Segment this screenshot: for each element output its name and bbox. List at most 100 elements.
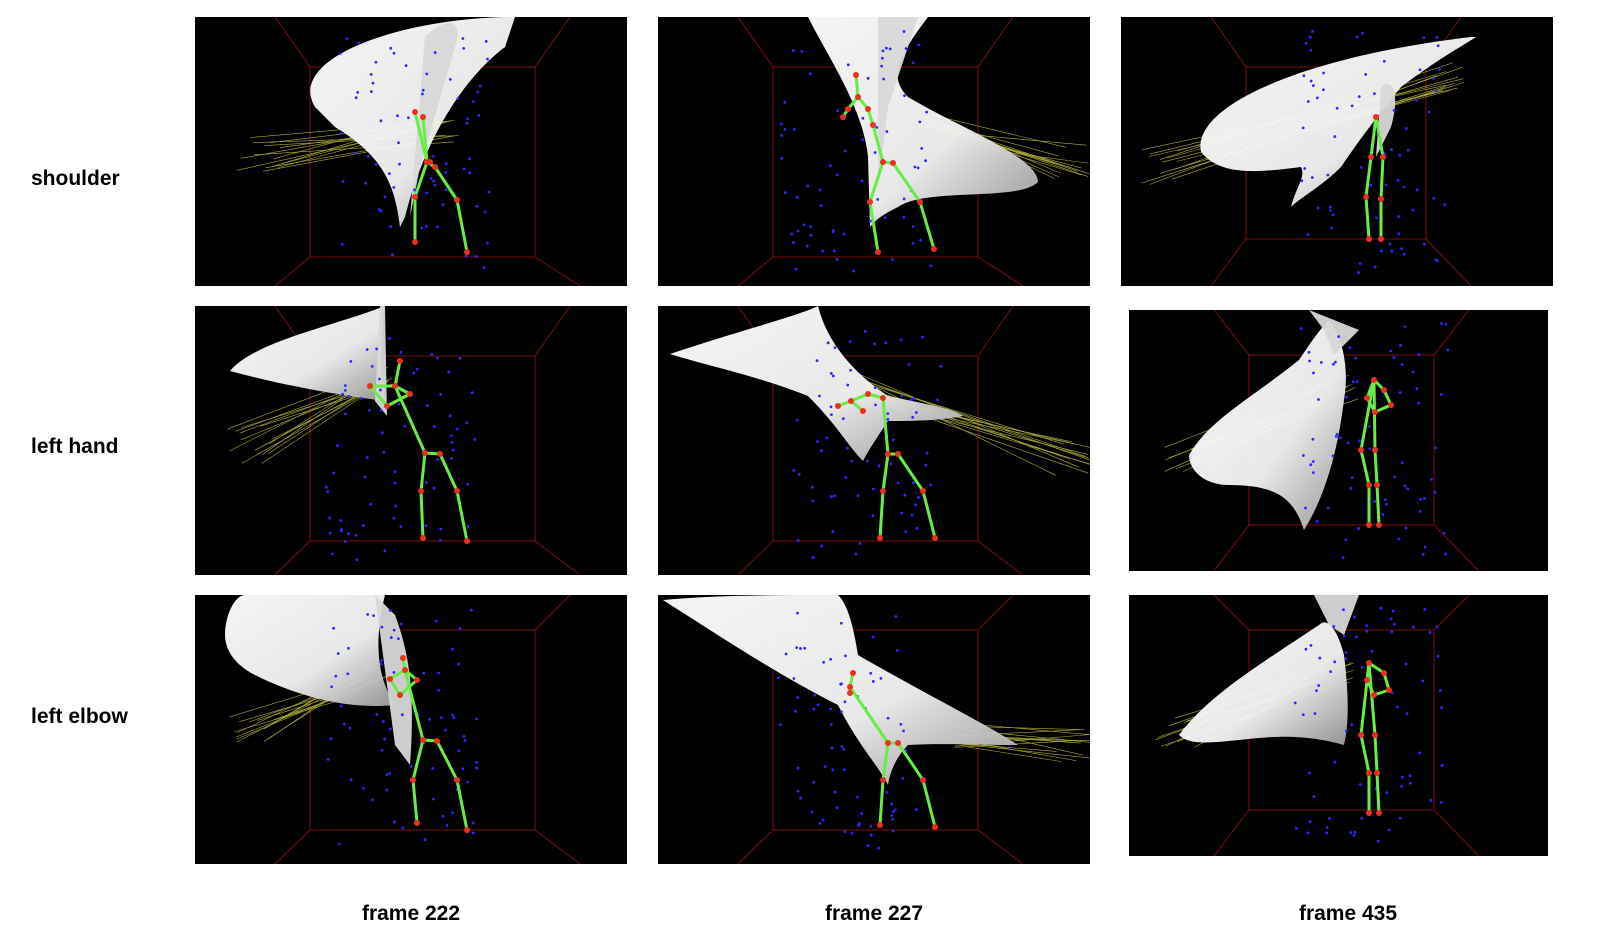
skeleton-joint [847, 690, 853, 696]
skeleton-bone [891, 161, 922, 204]
skeleton-joint [397, 692, 403, 698]
skeleton-bone [1359, 661, 1371, 737]
cloud-point [857, 824, 861, 828]
cloud-point [487, 190, 491, 194]
cloud-point [830, 413, 833, 417]
cloud-point [397, 402, 401, 406]
cloud-point [891, 817, 895, 821]
surface-fold [375, 306, 387, 416]
panel-shoulder-frame-227 [658, 17, 1090, 286]
cloud-point [1338, 436, 1342, 440]
cloud-point [1434, 258, 1438, 262]
cloud-point [822, 660, 826, 664]
cloud-point [1333, 135, 1337, 138]
render-view [1141, 17, 1476, 286]
room-box-edge [274, 17, 311, 68]
cloud-point [829, 723, 833, 726]
cloud-point [332, 471, 336, 475]
cloud-point [399, 525, 403, 528]
cloud-point [939, 364, 943, 368]
cloud-point [441, 814, 445, 818]
cloud-point [806, 244, 809, 248]
skeleton-joint [932, 535, 938, 541]
panel-left-hand-frame-227 [658, 306, 1090, 575]
cloud-point [836, 109, 840, 113]
cloud-point [1396, 705, 1399, 709]
cloud-point [911, 61, 915, 65]
cloud-point [792, 241, 795, 245]
cloud-point [1341, 556, 1345, 560]
cloud-point [387, 172, 391, 175]
cloud-point [911, 225, 915, 229]
skeleton-joint [392, 383, 398, 389]
skeleton-joint [850, 670, 856, 676]
cloud-point [1415, 98, 1419, 102]
cloud-point [833, 790, 837, 794]
cloud-point [783, 191, 787, 194]
skeleton-joint [400, 655, 406, 661]
cloud-point [391, 253, 394, 257]
cloud-point [461, 767, 465, 771]
cloud-point [433, 51, 437, 54]
cloud-point [846, 63, 850, 67]
skeleton-joint [1386, 687, 1392, 693]
cloud-point [1331, 362, 1335, 366]
cloud-point [899, 722, 903, 726]
cloud-point [476, 90, 479, 94]
skeleton-joint [1366, 810, 1372, 816]
skeleton [367, 358, 470, 544]
cloud-point [920, 146, 924, 150]
skeleton-bone [419, 489, 425, 540]
cloud-point [1421, 679, 1425, 683]
surface-fold [375, 595, 412, 765]
skeleton-joint [437, 451, 443, 457]
cloud-point [835, 173, 839, 177]
cloud-point [383, 737, 386, 741]
room-box-edge [274, 256, 311, 286]
cloud-point [826, 341, 830, 345]
cloud-point [1427, 110, 1431, 114]
skeleton-bone [433, 165, 459, 202]
cloud-point [1302, 74, 1306, 78]
cloud-point [1306, 831, 1310, 835]
cloud-point [385, 788, 389, 792]
cloud-point [794, 709, 798, 713]
skeleton-joint [420, 114, 426, 120]
skeleton-joint [454, 777, 460, 783]
skeleton-joint [427, 159, 433, 165]
cloud-point [347, 395, 351, 398]
ray-line [858, 373, 1080, 468]
cloud-point [929, 483, 932, 487]
cloud-point [445, 824, 449, 827]
cloud-point [829, 405, 833, 409]
skeleton-joint [860, 408, 866, 414]
cloud-point [871, 680, 875, 683]
cloud-point [448, 414, 452, 418]
cloud-point [339, 132, 343, 135]
cloud-point [1411, 370, 1415, 374]
cloud-point [882, 77, 885, 81]
cloud-point [901, 777, 905, 780]
cloud-point [802, 223, 806, 227]
room-box-edge [737, 17, 774, 68]
cloud-point [877, 464, 881, 468]
cloud-point [1430, 478, 1433, 481]
render-view [1155, 595, 1480, 856]
cloud-point [1301, 126, 1305, 130]
cloud-point [462, 167, 466, 171]
cloud-point [840, 710, 843, 714]
skeleton-bone [881, 452, 890, 493]
cloud-point [1392, 108, 1396, 112]
cloud-point [431, 766, 435, 770]
cloud-point [1400, 775, 1404, 779]
cloud-point [1330, 226, 1333, 230]
cloud-point [1390, 148, 1393, 152]
cloud-point [936, 398, 940, 402]
skeleton-joint [885, 740, 891, 746]
skeleton-bone [871, 123, 885, 164]
cloud-point [860, 812, 864, 815]
cloud-point [451, 713, 454, 717]
cloud-point [1294, 827, 1298, 830]
cloud-point [447, 370, 451, 374]
room-box-edge [737, 540, 774, 575]
